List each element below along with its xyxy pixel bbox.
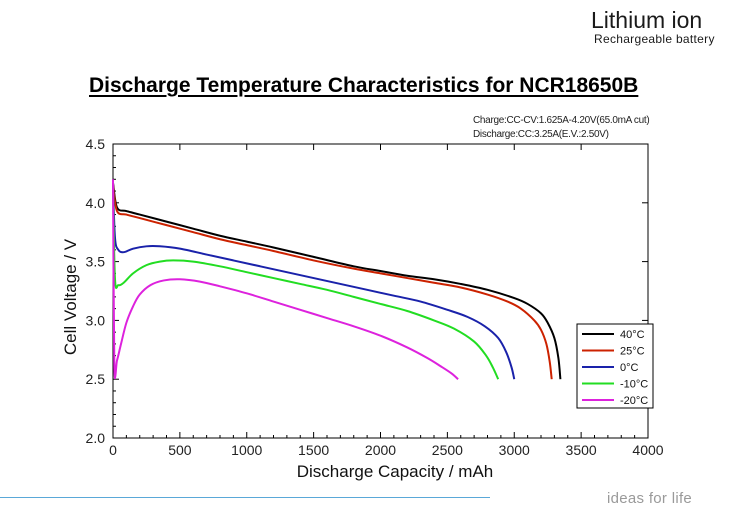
x-tick-label: 2500 xyxy=(432,442,463,458)
chart-title: Discharge Temperature Characteristics fo… xyxy=(89,74,639,97)
x-tick-label: 0 xyxy=(109,442,117,458)
y-tick-label: 3.0 xyxy=(86,312,106,328)
x-axis-label: Discharge Capacity / mAh xyxy=(297,462,494,481)
footer-divider xyxy=(0,497,490,498)
legend: 40°C 25°C 0°C -10°C -20°C xyxy=(576,323,654,409)
x-tick-label: 4000 xyxy=(632,442,663,458)
legend-label-2: 0°C xyxy=(620,362,639,374)
series-lines xyxy=(112,179,562,380)
series-line-1 xyxy=(112,185,553,380)
series-line-2 xyxy=(112,185,516,380)
discharge-condition: Discharge:CC:3.25A(E.V.:2.50V) xyxy=(473,129,609,140)
axis-ticks: 0 500 1000 1500 2000 2500 3000 3500 4000 2.0 2.5 3.… xyxy=(86,136,664,458)
y-tick-label: 4.0 xyxy=(86,195,106,211)
y-axis-label: Cell Voltage / V xyxy=(61,238,80,355)
legend-label-4: -20°C xyxy=(620,395,648,407)
x-tick-label: 1000 xyxy=(231,442,262,458)
series-line-0 xyxy=(112,182,562,380)
y-tick-label: 4.5 xyxy=(86,136,106,152)
legend-label-0: 40°C xyxy=(620,329,645,341)
y-tick-label: 2.5 xyxy=(86,371,106,387)
footer-tagline: ideas for life xyxy=(607,490,693,507)
charge-condition: Charge:CC-CV:1.625A-4.20V(65.0mA cut) xyxy=(473,115,650,126)
legend-label-3: -10°C xyxy=(620,379,648,391)
x-tick-label: 3000 xyxy=(499,442,530,458)
y-tick-label: 3.5 xyxy=(86,254,106,270)
legend-label-1: 25°C xyxy=(620,346,645,358)
brand-subtitle: Rechargeable battery xyxy=(594,32,715,46)
brand-title: Lithium ion xyxy=(591,7,703,33)
plot-area-frame xyxy=(112,143,649,439)
y-tick-label: 2.0 xyxy=(86,430,106,446)
series-line-4 xyxy=(112,179,459,380)
x-tick-label: 3500 xyxy=(566,442,597,458)
x-tick-label: 500 xyxy=(168,442,192,458)
series-line-3 xyxy=(112,191,500,380)
x-tick-label: 1500 xyxy=(298,442,329,458)
x-tick-label: 2000 xyxy=(365,442,396,458)
